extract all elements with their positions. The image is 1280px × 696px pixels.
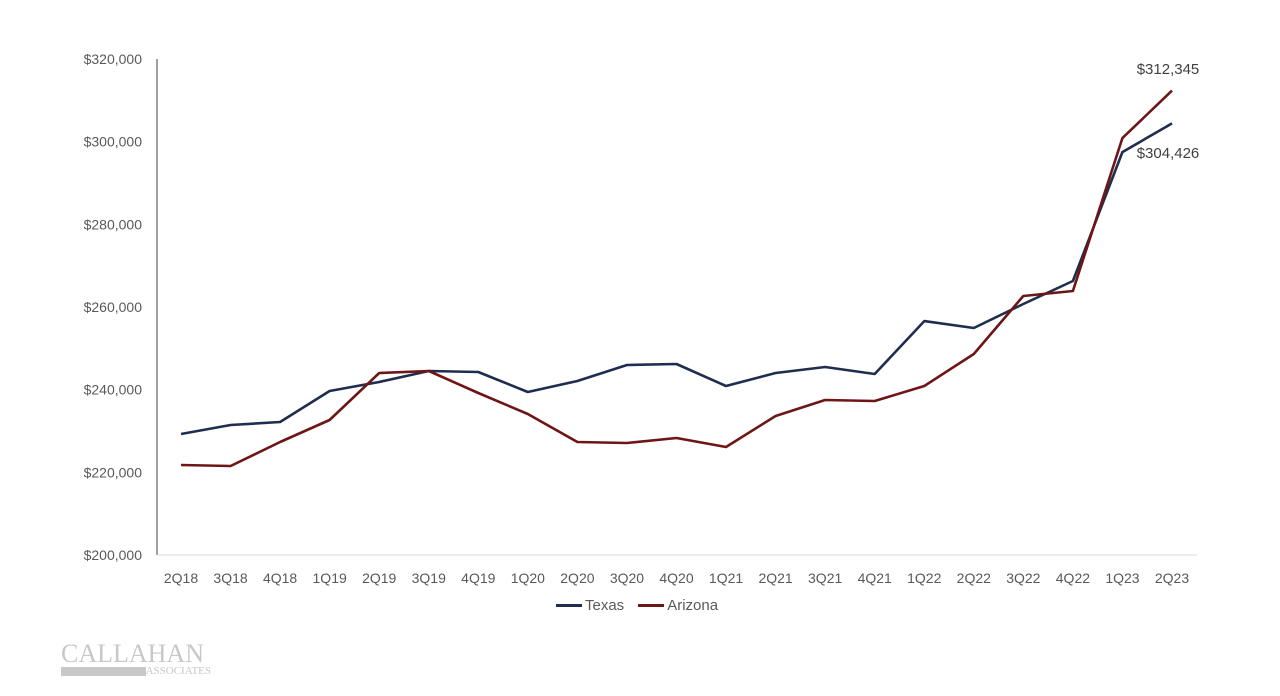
data-label-texas: $304,426 — [1137, 145, 1200, 162]
legend-label-texas: Texas — [585, 597, 625, 614]
x-tick-label: 1Q20 — [511, 570, 545, 586]
x-tick-label: 2Q20 — [560, 570, 594, 586]
y-tick-label: $200,000 — [84, 547, 143, 563]
x-tick-label: 4Q22 — [1056, 570, 1090, 586]
y-tick-label: $220,000 — [84, 464, 143, 480]
data-label-arizona: $312,345 — [1137, 61, 1200, 78]
series-line-arizona — [180, 89, 1173, 468]
x-tick-label: 3Q21 — [808, 570, 842, 586]
x-tick-label: 3Q20 — [610, 570, 644, 586]
legend-item-texas: Texas — [556, 597, 624, 614]
x-tick-label: 4Q19 — [461, 570, 495, 586]
y-tick-label: $300,000 — [84, 134, 143, 150]
x-tick-label: 2Q19 — [362, 570, 396, 586]
x-tick-label: 2Q23 — [1155, 570, 1189, 586]
y-tick-label: $240,000 — [84, 382, 143, 398]
logo-sub: ASSOCIATES — [145, 665, 211, 677]
x-tick-label: 2Q22 — [957, 570, 991, 586]
x-tick-label: 2Q21 — [758, 570, 792, 586]
x-tick-label: 1Q21 — [709, 570, 743, 586]
y-tick-label: $320,000 — [84, 51, 143, 67]
logo-name: CALLAHAN — [61, 639, 204, 668]
x-tick-label: 1Q23 — [1105, 570, 1139, 586]
legend-label-arizona: Arizona — [667, 597, 719, 614]
x-tick-label: 4Q21 — [858, 570, 892, 586]
x-tick-label: 1Q19 — [313, 570, 347, 586]
legend-swatch-texas — [556, 604, 582, 607]
x-tick-label: 4Q18 — [263, 570, 297, 586]
y-tick-label: $260,000 — [84, 299, 143, 315]
legend: Texas Arizona — [556, 597, 718, 614]
legend-item-arizona: Arizona — [638, 597, 718, 614]
series-line-texas — [180, 122, 1173, 436]
y-tick-label: $280,000 — [84, 216, 143, 232]
x-tick-label: 2Q18 — [164, 570, 198, 586]
x-tick-label: 3Q18 — [213, 570, 247, 586]
x-tick-label: 4Q20 — [659, 570, 693, 586]
callahan-logo: CALLAHAN ASSOCIATES — [61, 639, 211, 677]
x-tick-label: 3Q19 — [412, 570, 446, 586]
logo-bar — [61, 666, 146, 676]
x-tick-label: 1Q22 — [907, 570, 941, 586]
x-tick-label: 3Q22 — [1006, 570, 1040, 586]
legend-swatch-arizona — [638, 604, 665, 607]
